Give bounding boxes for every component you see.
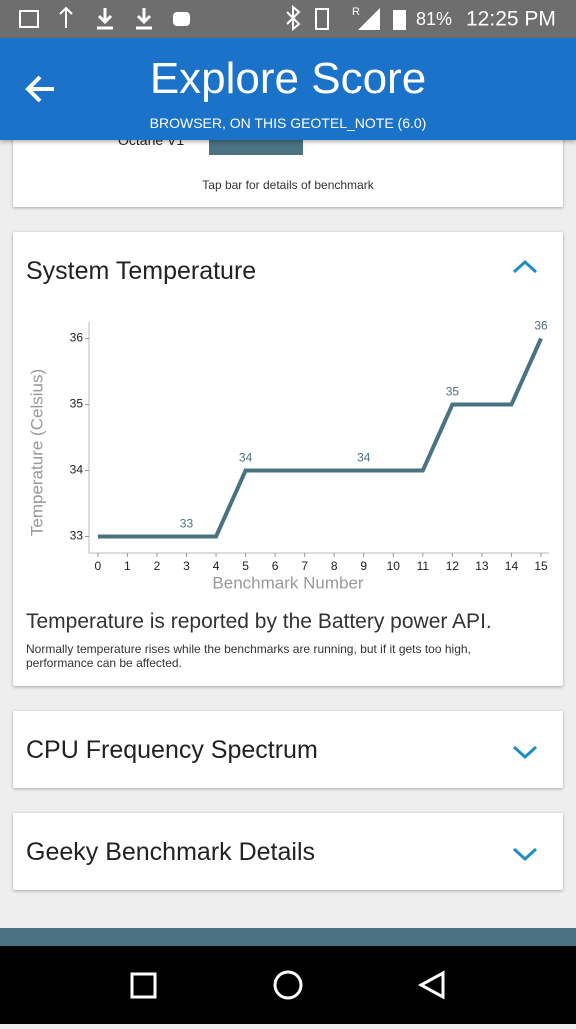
roaming: R (352, 6, 360, 18)
x-tick-label: 10 (387, 559, 401, 573)
data-label: 33 (180, 517, 194, 531)
x-tick-label: 13 (475, 559, 489, 573)
home-button[interactable] (273, 970, 303, 1000)
x-tick-label: 15 (534, 559, 548, 573)
status-icons: R 81% 12:25 PM (19, 4, 556, 32)
collapsed-card[interactable]: Geeky Benchmark Details (13, 813, 563, 890)
subtitle: BROWSER, ON THIS GEOTEL_NOTE (6.0) (149, 115, 427, 131)
title: Explore Score (149, 54, 427, 103)
detail: Normally temperature rises while the ben… (26, 642, 471, 670)
nav-buttons (130, 970, 445, 1000)
hint: Tap bar for details of benchmark (202, 178, 374, 192)
signal-icon (358, 8, 380, 30)
android-icon (173, 12, 190, 26)
temperature-card: System Temperature Temperature is report… (13, 232, 563, 686)
status-bar: R 81% 12:25 PM (0, 0, 576, 38)
x-tick-label: 3 (183, 559, 190, 573)
y-tick-label: 33 (70, 529, 84, 543)
x-tick-label: 2 (154, 559, 161, 573)
nav-bar (0, 946, 576, 1024)
x-axis-label: Benchmark Number (212, 573, 364, 592)
card-title: Geeky Benchmark Details (26, 838, 316, 866)
app-bar: Explore Score BROWSER, ON THIS GEOTEL_NO… (0, 38, 576, 140)
data-label: 35 (446, 385, 460, 399)
clock: 12:25 PM (466, 8, 556, 31)
vibrate-icon (315, 8, 329, 30)
y-tick-label: 35 (70, 397, 84, 411)
x-tick-label: 0 (95, 559, 102, 573)
data-label: 34 (239, 451, 253, 465)
recents-button[interactable] (130, 972, 157, 999)
back-button[interactable] (24, 72, 58, 106)
note: Temperature is reported by the Battery p… (26, 610, 492, 633)
y-axis-label: Temperature (Celsius) (27, 369, 46, 536)
card-title: System Temperature (26, 257, 257, 285)
download-icon (136, 8, 152, 30)
download-icon (97, 8, 113, 30)
temperature-line (97, 337, 543, 539)
usb-icon (59, 6, 73, 28)
expand-button[interactable] (511, 743, 539, 761)
x-tick-label: 11 (417, 559, 430, 573)
x-tick-label: 6 (272, 559, 279, 573)
bottom-strip (0, 928, 576, 946)
back-nav-button[interactable] (417, 970, 445, 1000)
y-tick-label: 36 (70, 331, 84, 345)
x-tick-label: 5 (242, 559, 249, 573)
gallery-icon (19, 10, 39, 28)
collapsed-card[interactable]: CPU Frequency Spectrum (13, 711, 563, 788)
collapse-button[interactable] (511, 258, 539, 276)
x-tick-label: 8 (331, 559, 338, 573)
battery-icon (393, 10, 406, 30)
data-label: 36 (534, 319, 548, 333)
x-tick-label: 14 (505, 559, 519, 573)
x-tick-label: 1 (124, 559, 131, 573)
x-tick-label: 9 (360, 559, 367, 573)
x-tick-label: 7 (301, 559, 308, 573)
bluetooth-icon (286, 4, 301, 32)
card-title: CPU Frequency Spectrum (26, 736, 318, 764)
data-label: 34 (357, 451, 371, 465)
y-tick-label: 34 (70, 463, 84, 477)
battery-level: 81% (416, 9, 452, 29)
expand-button[interactable] (511, 845, 539, 863)
x-tick-label: 12 (446, 559, 460, 573)
x-tick-label: 4 (213, 559, 220, 573)
